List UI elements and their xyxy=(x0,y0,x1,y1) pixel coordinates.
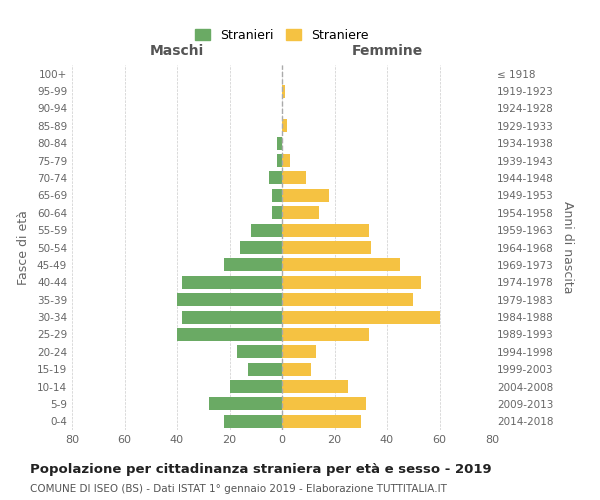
Bar xyxy=(282,172,305,184)
Bar xyxy=(277,154,282,167)
Bar xyxy=(282,398,366,410)
Bar xyxy=(271,206,282,220)
Text: COMUNE DI ISEO (BS) - Dati ISTAT 1° gennaio 2019 - Elaborazione TUTTITALIA.IT: COMUNE DI ISEO (BS) - Dati ISTAT 1° genn… xyxy=(30,484,447,494)
Bar xyxy=(282,258,400,272)
Bar xyxy=(282,310,439,324)
Y-axis label: Fasce di età: Fasce di età xyxy=(17,210,30,285)
Bar xyxy=(282,415,361,428)
Bar xyxy=(282,276,421,289)
Bar xyxy=(177,328,282,341)
Text: Popolazione per cittadinanza straniera per età e sesso - 2019: Popolazione per cittadinanza straniera p… xyxy=(30,462,491,475)
Bar xyxy=(282,120,287,132)
Y-axis label: Anni di nascita: Anni di nascita xyxy=(562,201,574,294)
Bar xyxy=(282,293,413,306)
Bar xyxy=(229,380,282,393)
Bar xyxy=(182,310,282,324)
Bar xyxy=(282,224,368,236)
Bar xyxy=(238,346,282,358)
Bar xyxy=(282,154,290,167)
Bar xyxy=(251,224,282,236)
Bar xyxy=(240,241,282,254)
Bar xyxy=(209,398,282,410)
Bar xyxy=(282,362,311,376)
Bar xyxy=(282,328,368,341)
Bar xyxy=(282,241,371,254)
Bar xyxy=(282,84,284,98)
Bar xyxy=(224,258,282,272)
Bar xyxy=(271,189,282,202)
Bar xyxy=(269,172,282,184)
Bar xyxy=(282,380,347,393)
Bar xyxy=(277,136,282,149)
Text: Maschi: Maschi xyxy=(150,44,204,58)
Bar xyxy=(224,415,282,428)
Bar xyxy=(282,189,329,202)
Bar xyxy=(248,362,282,376)
Bar xyxy=(282,346,316,358)
Legend: Stranieri, Straniere: Stranieri, Straniere xyxy=(190,24,374,47)
Bar xyxy=(177,293,282,306)
Bar xyxy=(182,276,282,289)
Text: Femmine: Femmine xyxy=(352,44,422,58)
Bar xyxy=(282,206,319,220)
